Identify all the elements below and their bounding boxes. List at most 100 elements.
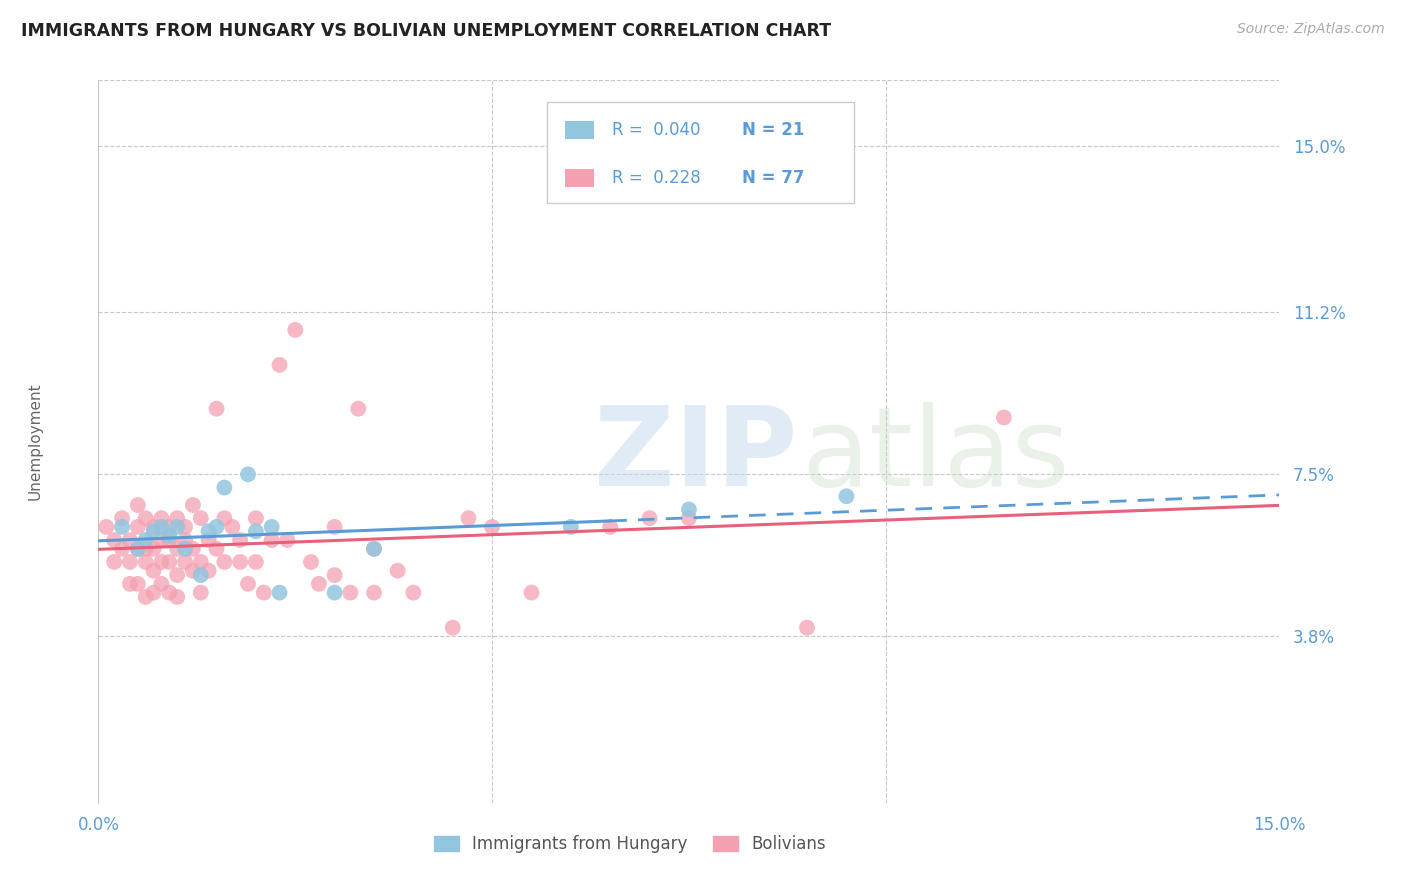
Point — [150, 520, 173, 534]
Point — [481, 520, 503, 534]
Point — [387, 564, 409, 578]
Point — [127, 541, 149, 556]
Point — [323, 585, 346, 599]
Point — [118, 533, 141, 547]
Point — [111, 520, 134, 534]
Point — [197, 524, 219, 539]
Text: IMMIGRANTS FROM HUNGARY VS BOLIVIAN UNEMPLOYMENT CORRELATION CHART: IMMIGRANTS FROM HUNGARY VS BOLIVIAN UNEM… — [21, 22, 831, 40]
Point — [157, 520, 180, 534]
Point — [269, 585, 291, 599]
Point — [363, 541, 385, 556]
Point — [236, 467, 259, 482]
Point — [245, 524, 267, 539]
Point — [339, 585, 361, 599]
Point — [835, 489, 858, 503]
Y-axis label: Unemployment: Unemployment — [28, 383, 42, 500]
Point — [205, 520, 228, 534]
FancyBboxPatch shape — [565, 121, 595, 139]
Point — [142, 541, 165, 556]
Point — [166, 541, 188, 556]
Point — [96, 520, 118, 534]
Point — [103, 533, 125, 547]
Point — [166, 511, 188, 525]
Text: R =  0.040: R = 0.040 — [612, 121, 700, 139]
Point — [181, 564, 204, 578]
Text: Source: ZipAtlas.com: Source: ZipAtlas.com — [1237, 22, 1385, 37]
Point — [135, 511, 157, 525]
Point — [245, 555, 267, 569]
Point — [402, 585, 425, 599]
Point — [150, 577, 173, 591]
Point — [157, 555, 180, 569]
Point — [236, 577, 259, 591]
FancyBboxPatch shape — [547, 102, 855, 203]
Point — [520, 585, 543, 599]
Legend: Immigrants from Hungary, Bolivians: Immigrants from Hungary, Bolivians — [427, 828, 832, 860]
Point — [135, 590, 157, 604]
Point — [181, 541, 204, 556]
Point — [441, 621, 464, 635]
Point — [678, 502, 700, 516]
Point — [599, 520, 621, 534]
Point — [245, 511, 267, 525]
Point — [197, 564, 219, 578]
Point — [135, 555, 157, 569]
Point — [323, 568, 346, 582]
Point — [181, 498, 204, 512]
Text: R =  0.228: R = 0.228 — [612, 169, 702, 186]
Point — [135, 541, 157, 556]
Point — [174, 520, 197, 534]
FancyBboxPatch shape — [565, 169, 595, 186]
Point — [174, 541, 197, 556]
Point — [197, 533, 219, 547]
Text: N = 21: N = 21 — [742, 121, 804, 139]
Point — [135, 533, 157, 547]
Point — [363, 541, 385, 556]
Point — [214, 481, 236, 495]
Point — [299, 555, 322, 569]
Point — [221, 520, 243, 534]
Point — [150, 511, 173, 525]
Point — [457, 511, 479, 525]
Point — [323, 520, 346, 534]
Point — [157, 585, 180, 599]
Point — [363, 585, 385, 599]
Point — [276, 533, 298, 547]
Point — [205, 401, 228, 416]
Point — [253, 585, 276, 599]
Point — [214, 511, 236, 525]
Text: ZIP: ZIP — [595, 402, 797, 509]
Point — [111, 541, 134, 556]
Point — [157, 529, 180, 543]
Point — [308, 577, 330, 591]
Point — [229, 555, 252, 569]
Point — [269, 358, 291, 372]
Point — [229, 533, 252, 547]
Point — [214, 555, 236, 569]
Point — [796, 621, 818, 635]
Point — [174, 555, 197, 569]
Point — [157, 533, 180, 547]
Point — [118, 577, 141, 591]
Point — [150, 533, 173, 547]
Point — [111, 511, 134, 525]
Point — [142, 585, 165, 599]
Point — [205, 541, 228, 556]
Point — [190, 585, 212, 599]
Point — [166, 520, 188, 534]
Point — [166, 590, 188, 604]
Point — [260, 533, 283, 547]
Point — [638, 511, 661, 525]
Point — [127, 498, 149, 512]
Point — [284, 323, 307, 337]
Text: N = 77: N = 77 — [742, 169, 804, 186]
Point — [150, 555, 173, 569]
Point — [103, 555, 125, 569]
Text: atlas: atlas — [801, 402, 1070, 509]
Point — [142, 524, 165, 539]
Point — [190, 555, 212, 569]
Point — [678, 511, 700, 525]
Point — [993, 410, 1015, 425]
Point — [166, 568, 188, 582]
Point — [190, 511, 212, 525]
